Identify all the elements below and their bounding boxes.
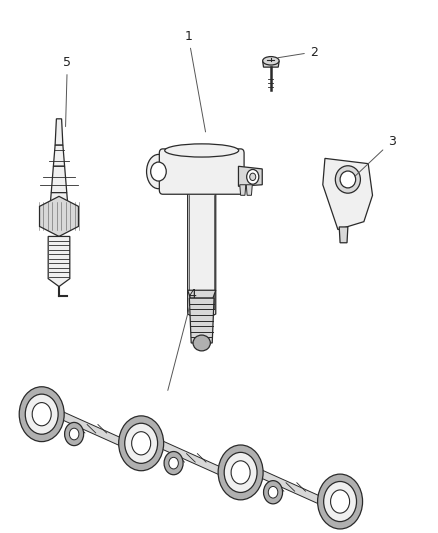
Polygon shape bbox=[246, 185, 252, 195]
Polygon shape bbox=[59, 410, 124, 448]
Circle shape bbox=[318, 474, 363, 529]
Polygon shape bbox=[187, 290, 216, 298]
Polygon shape bbox=[55, 119, 63, 145]
Circle shape bbox=[224, 453, 257, 492]
Polygon shape bbox=[339, 227, 348, 243]
Ellipse shape bbox=[193, 335, 210, 351]
Ellipse shape bbox=[165, 144, 239, 157]
Text: 1: 1 bbox=[184, 30, 205, 132]
Ellipse shape bbox=[336, 166, 360, 193]
Ellipse shape bbox=[147, 155, 170, 189]
FancyBboxPatch shape bbox=[159, 149, 244, 194]
Ellipse shape bbox=[263, 56, 279, 65]
Text: 2: 2 bbox=[278, 45, 318, 59]
Circle shape bbox=[125, 423, 158, 463]
Circle shape bbox=[132, 432, 151, 455]
Polygon shape bbox=[49, 192, 68, 214]
Circle shape bbox=[268, 487, 278, 498]
Circle shape bbox=[324, 481, 357, 522]
Polygon shape bbox=[258, 468, 323, 506]
Polygon shape bbox=[53, 145, 65, 166]
Polygon shape bbox=[189, 298, 214, 343]
Polygon shape bbox=[238, 166, 262, 187]
Polygon shape bbox=[39, 196, 78, 237]
Circle shape bbox=[151, 162, 166, 181]
Ellipse shape bbox=[340, 171, 356, 188]
Text: 4: 4 bbox=[168, 288, 197, 390]
Circle shape bbox=[218, 445, 263, 500]
Polygon shape bbox=[187, 190, 216, 322]
Text: 3: 3 bbox=[351, 135, 396, 180]
Circle shape bbox=[65, 423, 84, 446]
Circle shape bbox=[231, 461, 250, 484]
Polygon shape bbox=[263, 61, 279, 67]
Circle shape bbox=[119, 416, 164, 471]
Polygon shape bbox=[51, 166, 67, 192]
Circle shape bbox=[69, 428, 79, 440]
Polygon shape bbox=[240, 185, 246, 195]
Polygon shape bbox=[159, 439, 223, 477]
Polygon shape bbox=[323, 158, 372, 230]
Circle shape bbox=[164, 451, 183, 475]
Circle shape bbox=[169, 457, 178, 469]
Circle shape bbox=[19, 387, 64, 442]
Polygon shape bbox=[48, 237, 70, 287]
Circle shape bbox=[25, 394, 58, 434]
Circle shape bbox=[247, 169, 259, 184]
Circle shape bbox=[264, 481, 283, 504]
Text: 5: 5 bbox=[64, 56, 71, 127]
Circle shape bbox=[331, 490, 350, 513]
Circle shape bbox=[250, 173, 256, 181]
Circle shape bbox=[32, 402, 51, 426]
